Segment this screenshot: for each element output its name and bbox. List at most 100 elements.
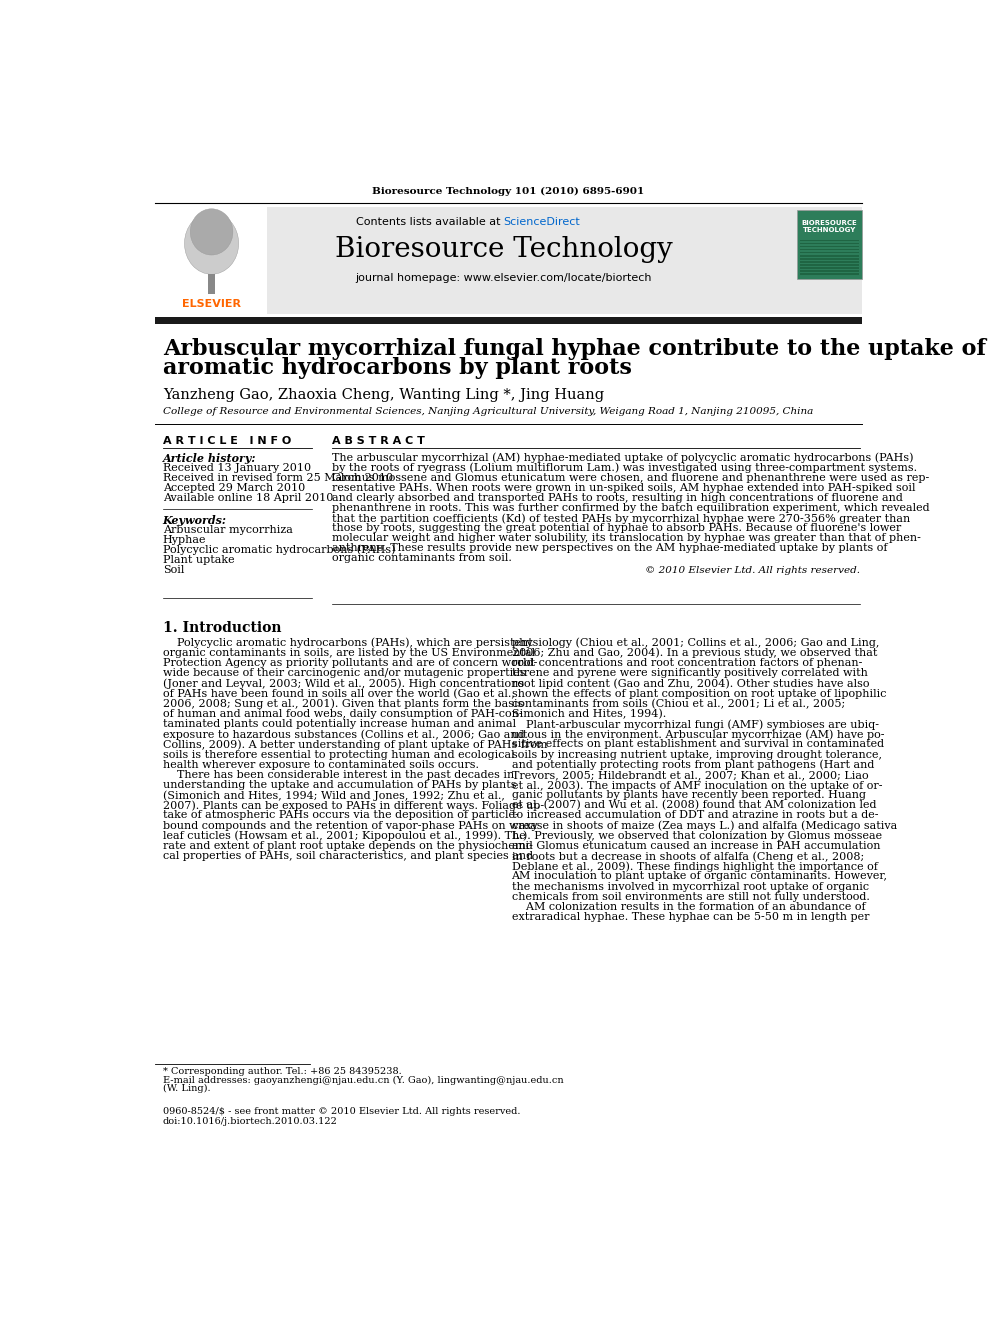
Text: doi:10.1016/j.biortech.2010.03.122: doi:10.1016/j.biortech.2010.03.122	[163, 1117, 337, 1126]
Text: Simonich and Hites, 1994).: Simonich and Hites, 1994).	[512, 709, 666, 720]
Text: and clearly absorbed and transported PAHs to roots, resulting in high concentrat: and clearly absorbed and transported PAH…	[331, 493, 903, 503]
Text: AM colonization results in the formation of an abundance of: AM colonization results in the formation…	[512, 902, 865, 912]
Text: in roots but a decrease in shoots of alfalfa (Cheng et al., 2008;: in roots but a decrease in shoots of alf…	[512, 851, 864, 861]
Text: (W. Ling).: (W. Ling).	[163, 1085, 210, 1093]
Bar	[800, 258, 859, 259]
Text: (Joner and Leyval, 2003; Wild et al., 2005). High concentrations: (Joner and Leyval, 2003; Wild et al., 20…	[163, 679, 524, 689]
Text: 2007). Plants can be exposed to PAHs in different ways. Foliage up-: 2007). Plants can be exposed to PAHs in …	[163, 800, 544, 811]
Text: Received 13 January 2010: Received 13 January 2010	[163, 463, 310, 472]
Bar	[800, 242, 859, 245]
Text: Hyphae: Hyphae	[163, 534, 206, 545]
Bar	[800, 255, 859, 257]
Text: 2006, 2008; Sung et al., 2001). Given that plants form the basis: 2006, 2008; Sung et al., 2001). Given th…	[163, 699, 523, 709]
Text: Keywords:: Keywords:	[163, 515, 227, 525]
Bar	[800, 261, 859, 263]
Bar	[155, 206, 268, 315]
Text: physiology (Chiou et al., 2001; Collins et al., 2006; Gao and Ling,: physiology (Chiou et al., 2001; Collins …	[512, 638, 879, 648]
Text: Received in revised form 25 March 2010: Received in revised form 25 March 2010	[163, 472, 393, 483]
Text: Available online 18 April 2010: Available online 18 April 2010	[163, 493, 333, 503]
Bar	[800, 270, 859, 273]
Text: E-mail addresses: gaoyanzhengi@njau.edu.cn (Y. Gao), lingwanting@njau.edu.cn: E-mail addresses: gaoyanzhengi@njau.edu.…	[163, 1076, 563, 1085]
Bar	[208, 274, 214, 294]
Text: The arbuscular mycorrhizal (AM) hyphae-mediated uptake of polycyclic aromatic hy: The arbuscular mycorrhizal (AM) hyphae-m…	[331, 452, 914, 463]
Text: contaminants from soils (Chiou et al., 2001; Li et al., 2005;: contaminants from soils (Chiou et al., 2…	[512, 699, 845, 709]
Text: extraradical hyphae. These hyphae can be 5-50 m in length per: extraradical hyphae. These hyphae can be…	[512, 912, 869, 922]
Text: and potentially protecting roots from plant pathogens (Hart and: and potentially protecting roots from pl…	[512, 759, 874, 770]
Text: Protection Agency as priority pollutants and are of concern world-: Protection Agency as priority pollutants…	[163, 658, 537, 668]
Text: Polycyclic aromatic hydrocarbons (PAHs): Polycyclic aromatic hydrocarbons (PAHs)	[163, 545, 395, 556]
Bar	[800, 239, 859, 241]
Text: chemicals from soil environments are still not fully understood.: chemicals from soil environments are sti…	[512, 892, 869, 902]
Bar	[800, 246, 859, 247]
Text: of PAHs have been found in soils all over the world (Gao et al.,: of PAHs have been found in soils all ove…	[163, 688, 515, 699]
FancyBboxPatch shape	[155, 206, 862, 315]
Text: L.). Previously, we observed that colonization by Glomus mosseae: L.). Previously, we observed that coloni…	[512, 831, 882, 841]
Text: root concentrations and root concentration factors of phenan-: root concentrations and root concentrati…	[512, 658, 862, 668]
Text: Glomus mossene and Glomus etunicatum were chosen, and fluorene and phenanthrene : Glomus mossene and Glomus etunicatum wer…	[331, 472, 929, 483]
Text: those by roots, suggesting the great potential of hyphae to absorb PAHs. Because: those by roots, suggesting the great pot…	[331, 523, 901, 533]
Text: Trevors, 2005; Hildebrandt et al., 2007; Khan et al., 2000; Liao: Trevors, 2005; Hildebrandt et al., 2007;…	[512, 770, 868, 779]
Text: et al. (2007) and Wu et al. (2008) found that AM colonization led: et al. (2007) and Wu et al. (2008) found…	[512, 800, 876, 811]
Text: (Simonich and Hites, 1994; Wild and Jones, 1992; Zhu et al.,: (Simonich and Hites, 1994; Wild and Jone…	[163, 790, 505, 800]
Text: and Glomus etunicatum caused an increase in PAH accumulation: and Glomus etunicatum caused an increase…	[512, 841, 880, 851]
Text: Deblane et al., 2009). These findings highlight the importance of: Deblane et al., 2009). These findings hi…	[512, 861, 877, 872]
Text: organic contaminants from soil.: organic contaminants from soil.	[331, 553, 512, 564]
Text: uitous in the environment. Arbuscular mycorrhizae (AM) have po-: uitous in the environment. Arbuscular my…	[512, 729, 884, 740]
Text: Accepted 29 March 2010: Accepted 29 March 2010	[163, 483, 305, 493]
Text: crease in shoots of maize (Zea mays L.) and alfalfa (Medicago sativa: crease in shoots of maize (Zea mays L.) …	[512, 820, 897, 831]
Text: soils is therefore essential to protecting human and ecological: soils is therefore essential to protecti…	[163, 750, 515, 759]
Text: Arbuscular mycorrhiza: Arbuscular mycorrhiza	[163, 524, 293, 534]
Text: sitive effects on plant establishment and survival in contaminated: sitive effects on plant establishment an…	[512, 740, 884, 749]
Bar	[800, 265, 859, 266]
Text: to increased accumulation of DDT and atrazine in roots but a de-: to increased accumulation of DDT and atr…	[512, 811, 878, 820]
Text: Bioresource Technology: Bioresource Technology	[335, 235, 673, 263]
Text: A R T I C L E   I N F O: A R T I C L E I N F O	[163, 437, 291, 446]
Text: phenanthrene in roots. This was further confirmed by the batch equilibration exp: phenanthrene in roots. This was further …	[331, 503, 930, 513]
Text: ELSEVIER: ELSEVIER	[183, 299, 241, 308]
Text: root lipid content (Gao and Zhu, 2004). Other studies have also: root lipid content (Gao and Zhu, 2004). …	[512, 679, 869, 689]
Text: understanding the uptake and accumulation of PAHs by plants: understanding the uptake and accumulatio…	[163, 781, 516, 790]
Text: organic contaminants in soils, are listed by the US Environmental: organic contaminants in soils, are liste…	[163, 648, 535, 658]
Text: Yanzheng Gao, Zhaoxia Cheng, Wanting Ling *, Jing Huang: Yanzheng Gao, Zhaoxia Cheng, Wanting Lin…	[163, 388, 604, 402]
Bar	[800, 274, 859, 275]
Text: 1. Introduction: 1. Introduction	[163, 620, 282, 635]
Text: anthrene. These results provide new perspectives on the AM hyphae-mediated uptak: anthrene. These results provide new pers…	[331, 542, 887, 553]
Text: rate and extent of plant root uptake depends on the physiochemi-: rate and extent of plant root uptake dep…	[163, 841, 533, 851]
Text: soils by increasing nutrient uptake, improving drought tolerance,: soils by increasing nutrient uptake, imp…	[512, 750, 882, 759]
Text: exposure to hazardous substances (Collins et al., 2006; Gao and: exposure to hazardous substances (Collin…	[163, 729, 525, 740]
Text: molecular weight and higher water solubility, its translocation by hyphae was gr: molecular weight and higher water solubi…	[331, 533, 921, 542]
Text: Soil: Soil	[163, 565, 185, 574]
FancyBboxPatch shape	[797, 209, 862, 279]
Text: Article history:: Article history:	[163, 452, 256, 464]
Text: © 2010 Elsevier Ltd. All rights reserved.: © 2010 Elsevier Ltd. All rights reserved…	[645, 566, 860, 576]
Text: threne and pyrene were significantly positively correlated with: threne and pyrene were significantly pos…	[512, 668, 867, 679]
Text: shown the effects of plant composition on root uptake of lipophilic: shown the effects of plant composition o…	[512, 688, 886, 699]
Text: that the partition coefficients (Kd) of tested PAHs by mycorrhizal hyphae were 2: that the partition coefficients (Kd) of …	[331, 513, 910, 524]
Text: 2006; Zhu and Gao, 2004). In a previous study, we observed that: 2006; Zhu and Gao, 2004). In a previous …	[512, 648, 877, 659]
Ellipse shape	[190, 209, 233, 255]
Text: of human and animal food webs, daily consumption of PAH-con-: of human and animal food webs, daily con…	[163, 709, 523, 718]
Text: aromatic hydrocarbons by plant roots: aromatic hydrocarbons by plant roots	[163, 357, 632, 380]
Text: wide because of their carcinogenic and/or mutagenic properties: wide because of their carcinogenic and/o…	[163, 668, 525, 679]
Text: Polycyclic aromatic hydrocarbons (PAHs), which are persistent: Polycyclic aromatic hydrocarbons (PAHs),…	[163, 638, 533, 648]
Text: health wherever exposure to contaminated soils occurs.: health wherever exposure to contaminated…	[163, 759, 479, 770]
Text: BIORESOURCE
TECHNOLOGY: BIORESOURCE TECHNOLOGY	[802, 221, 857, 233]
Text: cal properties of PAHs, soil characteristics, and plant species and: cal properties of PAHs, soil characteris…	[163, 851, 533, 861]
Text: Arbuscular mycorrhizal fungal hyphae contribute to the uptake of polycyclic: Arbuscular mycorrhizal fungal hyphae con…	[163, 339, 992, 360]
Text: Plant-arbuscular mycorrhizal fungi (AMF) symbioses are ubiq-: Plant-arbuscular mycorrhizal fungi (AMF)…	[512, 718, 879, 729]
Text: by the roots of ryegrass (Lolium multiflorum Lam.) was investigated using three-: by the roots of ryegrass (Lolium multifl…	[331, 463, 917, 474]
Text: Contents lists available at: Contents lists available at	[356, 217, 504, 228]
Bar	[155, 316, 862, 324]
Text: bound compounds and the retention of vapor-phase PAHs on waxy: bound compounds and the retention of vap…	[163, 820, 538, 831]
Text: AM inoculation to plant uptake of organic contaminants. However,: AM inoculation to plant uptake of organi…	[512, 872, 888, 881]
Text: et al., 2003). The impacts of AMF inoculation on the uptake of or-: et al., 2003). The impacts of AMF inocul…	[512, 781, 882, 791]
Text: resentative PAHs. When roots were grown in un-spiked soils, AM hyphae extended i: resentative PAHs. When roots were grown …	[331, 483, 916, 493]
Text: 0960-8524/$ - see front matter © 2010 Elsevier Ltd. All rights reserved.: 0960-8524/$ - see front matter © 2010 El…	[163, 1107, 520, 1117]
Text: leaf cuticles (Howsam et al., 2001; Kipopoulou et al., 1999). The: leaf cuticles (Howsam et al., 2001; Kipo…	[163, 831, 526, 841]
Text: Plant uptake: Plant uptake	[163, 554, 234, 565]
Bar	[800, 251, 859, 254]
Text: ganic pollutants by plants have recently been reported. Huang: ganic pollutants by plants have recently…	[512, 790, 865, 800]
Text: * Corresponding author. Tel.: +86 25 84395238.: * Corresponding author. Tel.: +86 25 843…	[163, 1068, 402, 1077]
Bar	[800, 249, 859, 250]
Text: journal homepage: www.elsevier.com/locate/biortech: journal homepage: www.elsevier.com/locat…	[355, 273, 652, 283]
